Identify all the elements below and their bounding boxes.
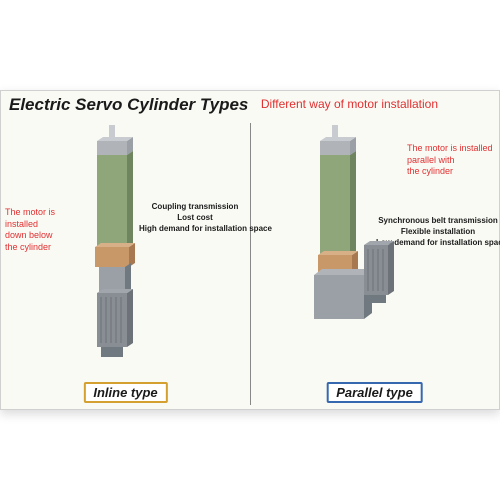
parallel-device-icon [302, 125, 402, 337]
canvas: Electric Servo Cylinder Types Different … [0, 0, 500, 500]
main-title: Electric Servo Cylinder Types [9, 95, 248, 114]
right-caption-l1: The motor is installed [407, 143, 493, 155]
left-column: The motor is installed down below the cy… [1, 119, 250, 409]
left-caption: The motor is installed down below the cy… [5, 207, 85, 254]
columns: The motor is installed down below the cy… [1, 119, 499, 409]
parallel-type-label: Parallel type [326, 382, 423, 403]
left-caption-l3: the cylinder [5, 242, 85, 254]
right-caption-l3: the cylinder [407, 166, 493, 178]
left-bullets: Coupling transmission Lost cost High dem… [139, 201, 251, 235]
left-bullet-2: Lost cost [139, 212, 251, 223]
right-column: The motor is installed parallel with the… [250, 119, 499, 409]
inline-type-label: Inline type [83, 382, 167, 403]
diagram-frame: Electric Servo Cylinder Types Different … [0, 90, 500, 410]
right-caption: The motor is installed parallel with the… [407, 143, 493, 178]
right-caption-l2: parallel with [407, 155, 493, 167]
left-bullet-1: Coupling transmission [139, 201, 251, 212]
left-caption-l1: The motor is installed [5, 207, 85, 230]
left-bullet-3: High demand for installation space [139, 223, 251, 234]
left-caption-l2: down below [5, 230, 85, 242]
header: Electric Servo Cylinder Types Different … [9, 95, 491, 115]
inline-device-icon [79, 125, 143, 363]
subtitle: Different way of motor installation [261, 97, 438, 111]
